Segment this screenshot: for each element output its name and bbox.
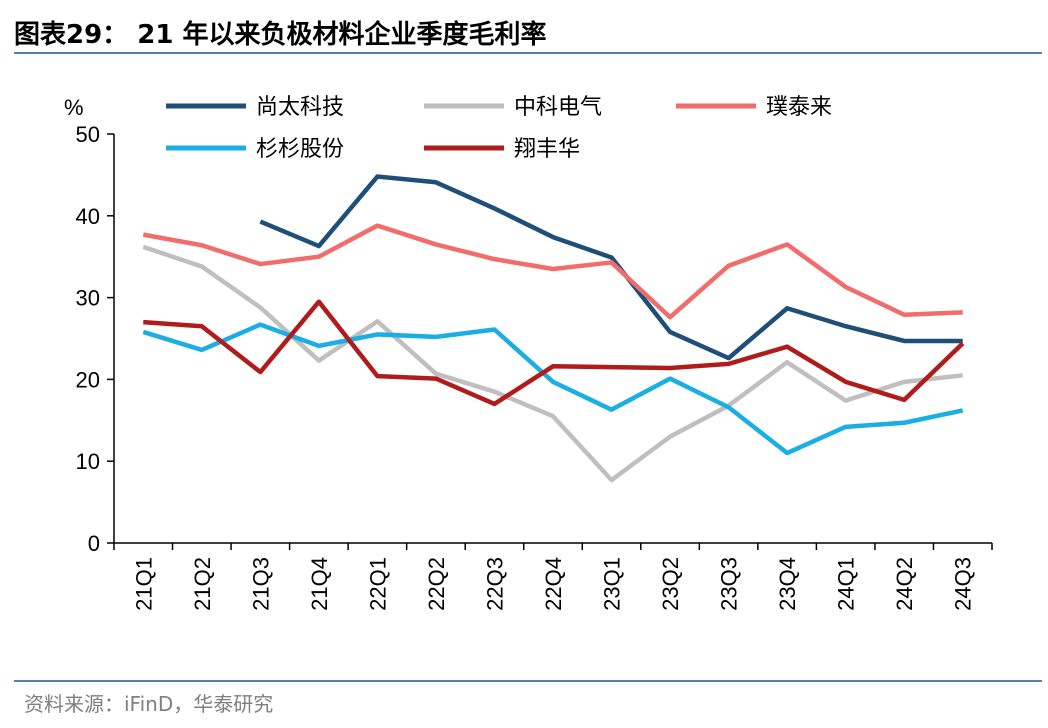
y-tick-label: 20 xyxy=(76,367,100,392)
x-tick-label: 22Q4 xyxy=(541,557,566,611)
x-tick-label: 23Q2 xyxy=(658,557,683,611)
x-tick-label: 23Q4 xyxy=(775,557,800,611)
footer-divider xyxy=(14,680,1042,682)
title-divider xyxy=(14,52,1042,54)
series-line-3 xyxy=(142,223,963,320)
source-note: 资料来源：iFinD，华泰研究 xyxy=(24,692,274,716)
x-tick-label: 23Q1 xyxy=(600,557,625,611)
x-tick-label: 24Q3 xyxy=(951,557,976,611)
series-line-5 xyxy=(143,299,965,407)
legend-label: 璞泰来 xyxy=(766,95,832,120)
y-tick-label: 0 xyxy=(88,531,100,556)
x-tick-label: 23Q3 xyxy=(717,557,742,611)
y-tick-label: 30 xyxy=(76,286,100,311)
x-tick-label: 24Q2 xyxy=(892,557,917,611)
legend-label: 翔丰华 xyxy=(514,137,580,162)
x-tick-label: 24Q1 xyxy=(834,557,859,611)
x-tick-label: 21Q3 xyxy=(248,557,273,611)
series-line-4 xyxy=(142,322,964,456)
y-tick-label: 40 xyxy=(76,204,100,229)
series-line-1 xyxy=(259,174,963,361)
legend-label: 中科电气 xyxy=(514,95,602,120)
x-tick-label: 21Q1 xyxy=(131,557,156,611)
chart-series xyxy=(142,174,965,483)
x-tick-label: 22Q3 xyxy=(482,557,507,611)
series-line-2 xyxy=(142,244,963,483)
chart-axes: 0 10 20 30 40 50% 21Q1 21Q2 21Q3 21Q4 22Q1 22Q2 22Q3… xyxy=(64,95,993,611)
x-tick-label: 22Q2 xyxy=(424,557,449,611)
figure-title: 图表29： 21 年以来负极材料企业季度毛利率 xyxy=(14,20,547,50)
x-tick-label: 21Q4 xyxy=(307,557,332,611)
y-tick-label: 50 xyxy=(76,122,100,147)
legend-label: 尚太科技 xyxy=(256,95,344,120)
legend-label: 杉杉股份 xyxy=(256,137,344,162)
y-tick-label: 10 xyxy=(76,449,100,474)
x-tick-label: 22Q1 xyxy=(365,557,390,611)
x-tick-label: 21Q2 xyxy=(190,557,215,611)
y-axis-unit-label: % xyxy=(64,95,84,120)
